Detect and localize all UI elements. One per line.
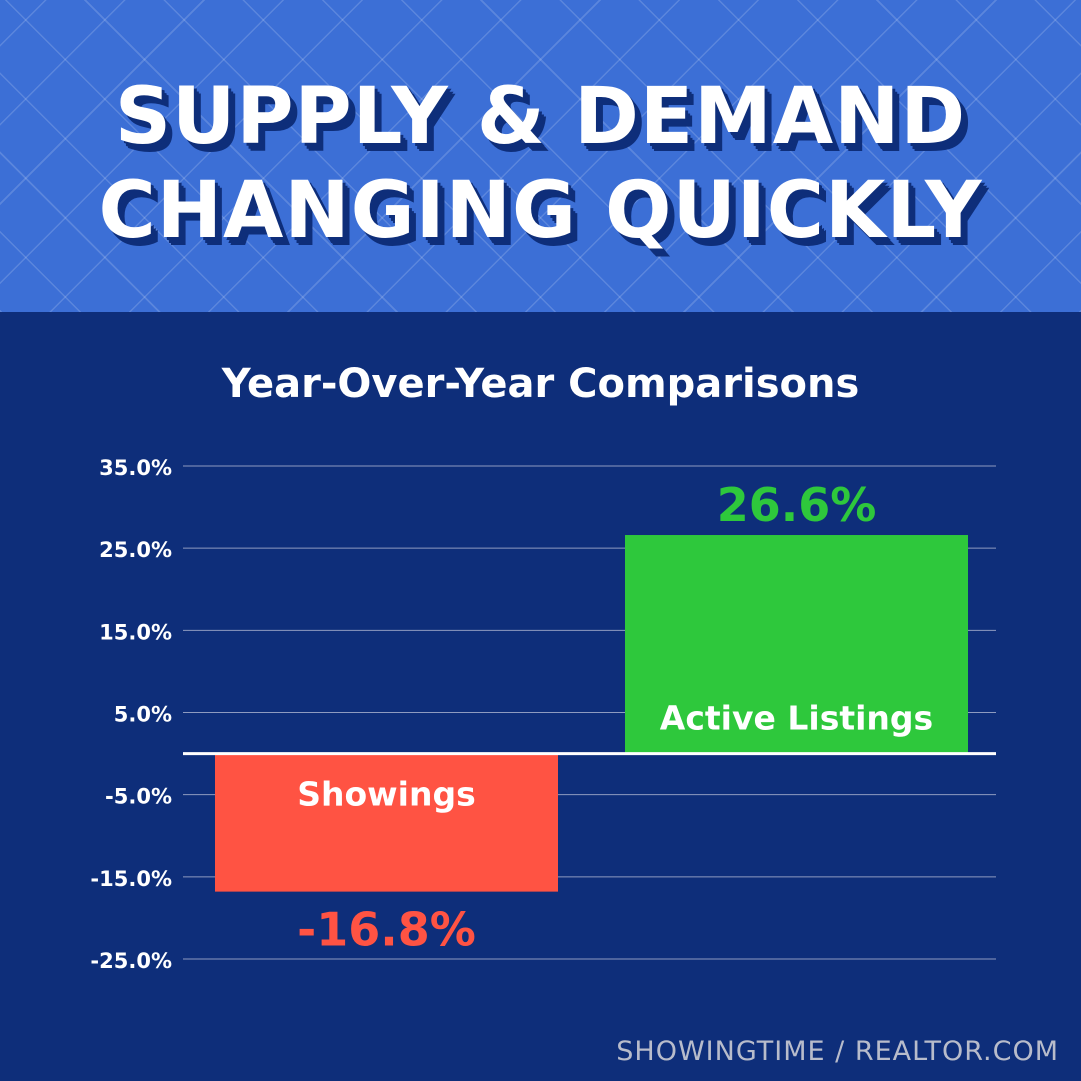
y-tick-label: -15.0% (90, 867, 172, 891)
data-label: -16.8% (297, 903, 476, 957)
data-label: 26.6% (717, 478, 877, 532)
title-line-1: SUPPLY & DEMAND (114, 72, 967, 162)
y-tick-label: 25.0% (99, 538, 172, 562)
y-tick-label: 35.0% (99, 456, 172, 480)
title-line-2: CHANGING QUICKLY (98, 166, 983, 256)
bar-active-listings (625, 535, 968, 754)
y-tick-label: 5.0% (114, 703, 172, 727)
header-banner: SUPPLY & DEMAND CHANGING QUICKLY (0, 0, 1081, 312)
bar-showings (215, 753, 558, 892)
y-tick-label: 15.0% (99, 620, 172, 644)
y-tick-label: -25.0% (90, 949, 172, 973)
category-label: Showings (297, 775, 476, 814)
y-tick-label: -5.0% (105, 785, 172, 809)
chart-title: Year-Over-Year Comparisons (221, 361, 860, 407)
category-label: Active Listings (660, 699, 933, 738)
source-credit: SHOWINGTIME / REALTOR.COM (616, 1036, 1059, 1067)
